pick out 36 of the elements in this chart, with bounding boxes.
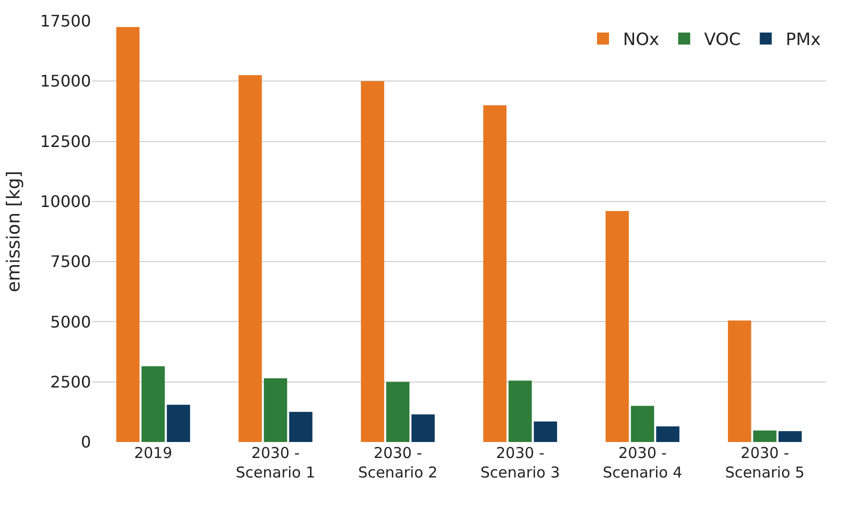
bar <box>238 75 262 442</box>
bar <box>483 105 507 442</box>
y-tick-label: 17500 <box>40 12 91 31</box>
x-tick-label: 2030 - Scenario 5 <box>725 444 805 482</box>
legend-label: PMx <box>786 30 821 50</box>
x-tick-label: 2019 <box>134 444 172 462</box>
y-axis-title: emission [kg] <box>3 170 24 292</box>
x-tick-label: 2030 - Scenario 2 <box>358 444 438 482</box>
bar <box>606 211 629 442</box>
bar <box>753 430 776 442</box>
bar <box>411 414 435 442</box>
bar <box>534 422 558 442</box>
bar <box>264 378 288 442</box>
x-tick-label: 2030 - Scenario 4 <box>602 444 682 482</box>
x-tick-label: 2030 - Scenario 1 <box>236 444 316 482</box>
bar <box>142 366 165 442</box>
legend-label: NOx <box>623 30 660 50</box>
y-tick-label: 15000 <box>40 72 91 91</box>
y-tick-label: 0 <box>80 432 91 452</box>
x-tick-label: 2030 - Scenario 3 <box>480 444 560 482</box>
bar <box>630 406 654 442</box>
legend-label: VOC <box>704 30 741 50</box>
bar <box>508 380 532 442</box>
bar <box>778 431 802 442</box>
bar <box>289 412 312 442</box>
y-tick-label: 12500 <box>40 132 91 151</box>
bar <box>116 27 140 442</box>
bar <box>728 320 752 442</box>
y-tick-label: 7500 <box>50 252 91 272</box>
bar <box>386 382 410 442</box>
bar <box>360 81 384 442</box>
y-tick-label: 10000 <box>40 192 91 212</box>
y-tick-label: 2500 <box>50 372 91 392</box>
bar <box>656 426 680 442</box>
y-tick-label: 5000 <box>50 312 91 332</box>
bar <box>166 404 190 442</box>
